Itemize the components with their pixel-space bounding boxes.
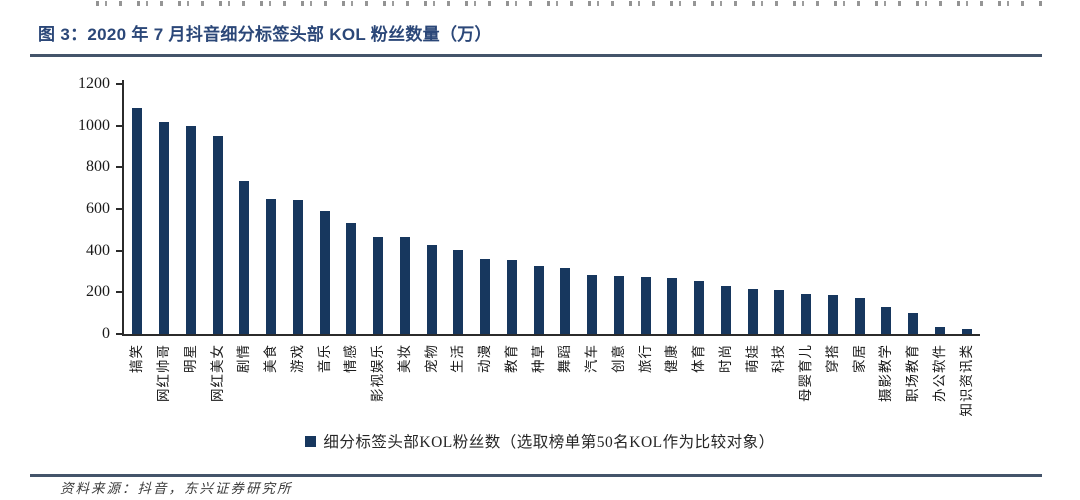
- x-tick-label: 知识资讯类: [958, 344, 974, 417]
- y-tick-label: 400: [86, 241, 110, 259]
- bar: [212, 136, 223, 334]
- y-tick-mark: [116, 166, 122, 169]
- bar: [266, 198, 277, 334]
- bar: [132, 107, 143, 334]
- y-tick-label: 1200: [78, 75, 110, 92]
- bar: [453, 249, 464, 334]
- bar: [319, 211, 330, 334]
- x-tick-label: 汽车: [584, 344, 600, 373]
- bar: [506, 260, 517, 334]
- footer-divider: [30, 474, 1042, 477]
- x-tick-label: 美妆: [396, 344, 412, 373]
- bar: [159, 121, 170, 334]
- y-tick-mark: [116, 249, 122, 252]
- y-tick-mark: [116, 208, 122, 210]
- x-tick-label: 教育: [503, 344, 519, 373]
- x-tick-label: 情感: [343, 344, 359, 373]
- x-tick-label: 萌娃: [744, 344, 760, 373]
- bar: [292, 199, 303, 334]
- bar: [533, 266, 544, 334]
- y-tick-label: 200: [86, 283, 110, 301]
- figure-header: 图 3：2020 年 7 月抖音细分标签头部 KOL 粉丝数量（万）: [0, 0, 1080, 57]
- bar: [373, 237, 384, 334]
- bar: [908, 313, 919, 334]
- bar: [613, 275, 624, 334]
- bar: [587, 274, 598, 334]
- legend-square-marker-icon: [305, 435, 317, 447]
- bar: [426, 245, 437, 334]
- x-tick-label: 宠物: [423, 344, 439, 373]
- title-divider: [30, 54, 1042, 57]
- source-note: 资料来源：抖音，东兴证券研究所: [60, 481, 293, 496]
- x-tick-label: 动漫: [477, 344, 493, 373]
- x-tick-label: 网红帅哥: [156, 344, 172, 402]
- bar: [854, 297, 865, 334]
- legend-label: 细分标签头部KOL粉丝数（选取榜单第50名KOL作为比较对象）: [323, 434, 775, 451]
- x-tick-label: 影视娱乐: [370, 344, 386, 402]
- y-tick-label: 800: [86, 158, 110, 176]
- bar: [934, 326, 945, 334]
- x-tick-label: 创意: [610, 344, 626, 373]
- y-tick-mark: [116, 333, 122, 335]
- y-tick-mark: [116, 83, 122, 85]
- bar: [747, 289, 758, 334]
- bar: [399, 237, 410, 334]
- figure-title: 图 3：2020 年 7 月抖音细分标签头部 KOL 粉丝数量（万）: [38, 25, 492, 44]
- y-tick-mark: [116, 124, 122, 127]
- x-tick-label: 摄影教学: [878, 344, 894, 402]
- x-tick-label: 生活: [450, 344, 466, 373]
- x-tick-label: 时尚: [717, 344, 733, 373]
- bar: [961, 328, 972, 334]
- x-tick-label: 旅行: [637, 344, 653, 373]
- bar: [560, 268, 571, 334]
- x-tick-label: 办公软件: [931, 344, 947, 402]
- bar: [346, 222, 357, 334]
- x-tick-label: 美食: [263, 344, 279, 373]
- bar: [239, 180, 250, 334]
- bar: [827, 295, 838, 334]
- y-tick-label: 0: [102, 325, 110, 342]
- bar: [480, 259, 491, 334]
- bar: [640, 276, 651, 334]
- bar: [881, 306, 892, 334]
- bar: [774, 290, 785, 334]
- x-tick-label: 舞蹈: [557, 344, 573, 373]
- clipped-text-remnant: [96, 1, 1046, 6]
- x-tick-label: 种草: [530, 344, 546, 373]
- x-tick-label: 音乐: [316, 344, 332, 373]
- y-tick-mark: [116, 291, 122, 294]
- x-tick-label: 网红美女: [209, 344, 225, 402]
- bar: [694, 280, 705, 334]
- bar: [720, 286, 731, 334]
- x-tick-label: 体育: [691, 344, 707, 373]
- x-tick-label: 搞笑: [129, 344, 145, 373]
- x-tick-label: 明星: [182, 344, 198, 373]
- x-tick-label: 母婴育儿: [798, 344, 814, 402]
- x-tick-label: 家居: [851, 344, 867, 373]
- bar: [801, 294, 812, 334]
- x-tick-label: 穿搭: [824, 344, 840, 373]
- chart-legend: 细分标签头部KOL粉丝数（选取榜单第50名KOL作为比较对象）: [0, 430, 1080, 452]
- bar: [667, 277, 678, 334]
- x-tick-label: 游戏: [289, 344, 305, 373]
- x-tick-label: 健康: [664, 344, 680, 373]
- bar: [185, 125, 196, 334]
- x-tick-label: 剧情: [236, 344, 252, 373]
- x-tick-label: 科技: [771, 344, 787, 373]
- y-tick-label: 1000: [78, 116, 110, 134]
- y-tick-label: 600: [86, 200, 110, 217]
- bar-chart: 0 200 400 600 800 1000 1200 搞笑 网红帅哥 明星 网红美女 剧情 美食 游戏音…: [78, 75, 980, 417]
- x-tick-label: 职场教育: [905, 344, 921, 402]
